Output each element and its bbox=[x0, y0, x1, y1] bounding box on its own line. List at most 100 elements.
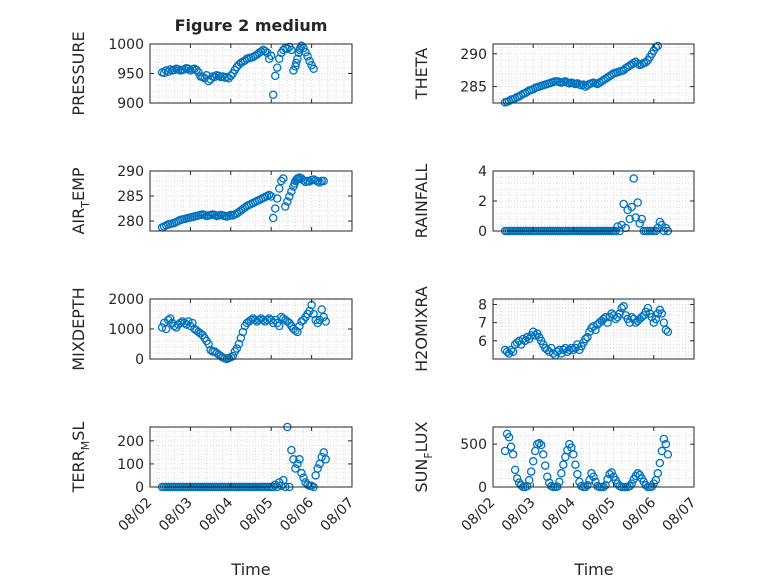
data-point bbox=[617, 303, 626, 313]
data-point bbox=[591, 477, 600, 487]
y-axis-label: RAINFALL bbox=[412, 164, 431, 239]
y-tick-label: 290 bbox=[117, 164, 144, 180]
data-point bbox=[184, 317, 193, 326]
data-point bbox=[587, 323, 596, 333]
data-point bbox=[268, 213, 278, 223]
y-tick-label: 0 bbox=[478, 480, 487, 496]
y-tick-label: 0 bbox=[135, 480, 144, 496]
x-tick-label: 08/02 bbox=[459, 495, 499, 535]
data-point bbox=[283, 44, 292, 53]
x-tick-label: 08/04 bbox=[539, 495, 579, 535]
data-point bbox=[291, 464, 300, 473]
data-point bbox=[603, 318, 612, 327]
data-point bbox=[317, 305, 326, 314]
data-point bbox=[273, 194, 282, 203]
data-point bbox=[633, 59, 642, 68]
x-tick-label: 08/05 bbox=[237, 495, 277, 535]
data-point bbox=[629, 174, 638, 183]
y-axis-label-main: MIXDEPTH bbox=[69, 287, 88, 370]
y-tick-label: 7 bbox=[478, 316, 487, 332]
y-axis-label-main: PRESSURE bbox=[69, 31, 88, 115]
data-point bbox=[321, 455, 330, 464]
data-point bbox=[619, 199, 628, 209]
data-point bbox=[573, 79, 582, 88]
figure-title: Figure 2 medium bbox=[175, 16, 328, 35]
y-tick-label: 900 bbox=[117, 96, 144, 112]
data-point bbox=[615, 309, 624, 318]
axes-frame bbox=[492, 298, 695, 360]
y-tick-label: 8 bbox=[478, 297, 487, 313]
data-point bbox=[601, 312, 610, 322]
data-point bbox=[661, 325, 671, 335]
data-point bbox=[625, 481, 634, 491]
data-point bbox=[291, 62, 300, 71]
y-axis-label-main: AIR bbox=[69, 208, 88, 235]
y-tick-label: 4 bbox=[478, 164, 487, 180]
data-point bbox=[607, 309, 616, 318]
y-tick-label: 950 bbox=[117, 67, 144, 83]
y-tick-label: 1000 bbox=[108, 322, 144, 338]
data-point bbox=[613, 222, 622, 231]
data-point bbox=[232, 344, 242, 353]
data-point bbox=[512, 338, 522, 347]
x-tick-label: 08/03 bbox=[499, 495, 539, 535]
data-point bbox=[559, 345, 568, 355]
data-point bbox=[258, 315, 268, 325]
data-point bbox=[536, 440, 546, 450]
data-point bbox=[627, 202, 636, 212]
axes-frame bbox=[492, 426, 695, 488]
data-point bbox=[305, 56, 314, 66]
data-point bbox=[502, 347, 512, 356]
data-point bbox=[561, 77, 570, 86]
data-point bbox=[295, 321, 304, 331]
data-point bbox=[661, 439, 671, 449]
data-point bbox=[176, 318, 185, 328]
axes-background bbox=[493, 299, 694, 359]
data-point bbox=[528, 457, 538, 466]
y-axis-label: MIXDEPTH bbox=[69, 287, 88, 370]
y-tick-label: 0 bbox=[478, 224, 487, 240]
x-tick-label: 08/07 bbox=[318, 495, 358, 535]
data-point bbox=[516, 481, 526, 490]
data-point bbox=[526, 467, 536, 476]
y-axis-label: TERRMSL bbox=[69, 422, 92, 494]
data-point bbox=[625, 214, 634, 224]
data-point bbox=[250, 315, 260, 325]
x-tick-label: 08/06 bbox=[277, 495, 317, 535]
subplot-3: 280 285 290 AIRTEMP bbox=[69, 164, 353, 235]
y-tick-label: 6 bbox=[478, 334, 487, 350]
data-point bbox=[165, 314, 175, 323]
x-tick-label: 08/03 bbox=[156, 495, 196, 535]
y-tick-label: 500 bbox=[460, 437, 487, 453]
data-point bbox=[287, 45, 296, 55]
data-point bbox=[266, 51, 276, 61]
data-point bbox=[268, 90, 278, 99]
data-point bbox=[522, 332, 532, 342]
data-point bbox=[635, 219, 644, 228]
data-point bbox=[619, 302, 628, 311]
data-point bbox=[291, 58, 301, 68]
data-point bbox=[313, 464, 322, 473]
x-axis-label-left: Time bbox=[230, 560, 270, 579]
data-point bbox=[275, 321, 284, 331]
data-point bbox=[553, 347, 562, 356]
data-point bbox=[270, 71, 280, 81]
data-point bbox=[192, 65, 201, 75]
data-point bbox=[518, 334, 528, 344]
data-point bbox=[299, 176, 308, 185]
data-point bbox=[633, 198, 642, 207]
y-tick-label: 200 bbox=[117, 434, 144, 450]
data-point bbox=[508, 450, 518, 459]
y-axis-label-rest: EMP bbox=[69, 167, 88, 201]
y-tick-label: 280 bbox=[117, 214, 144, 230]
data-point bbox=[549, 349, 558, 358]
y-tick-label: 0 bbox=[135, 352, 144, 368]
data-point bbox=[637, 214, 646, 224]
axes-frame bbox=[149, 426, 353, 488]
data-point bbox=[657, 309, 667, 318]
data-point bbox=[281, 202, 290, 211]
data-point bbox=[277, 176, 286, 186]
data-point bbox=[589, 472, 598, 481]
data-point bbox=[289, 66, 298, 75]
data-point bbox=[534, 439, 544, 448]
